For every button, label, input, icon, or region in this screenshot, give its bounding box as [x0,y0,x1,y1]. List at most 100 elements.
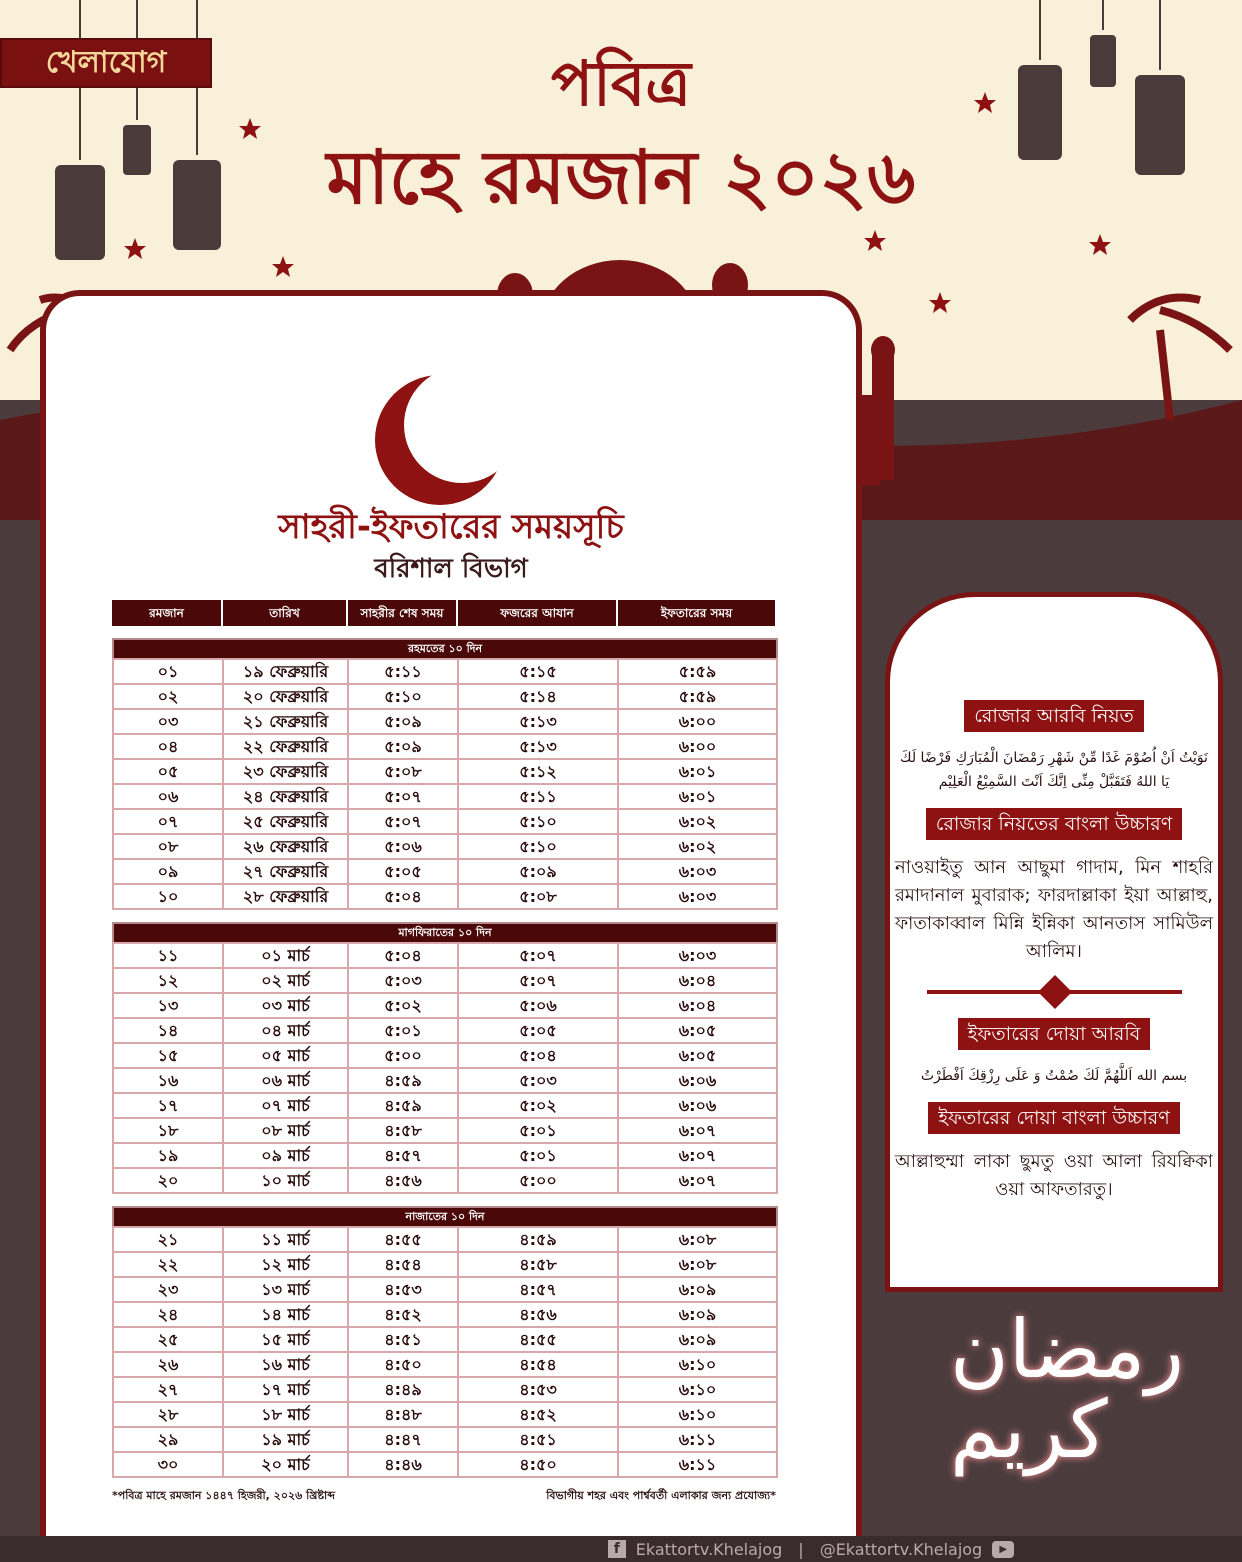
table-row: ২৬ ১৬ মার্চ ৪:৫০ ৪:৫৪ ৬:১০ [112,1351,779,1378]
cell-fajr-azan: ৫:০২ [457,1092,619,1119]
cell-sehri-end: ৫:০৭ [347,783,459,810]
cell-sehri-end: ৫:০৯ [347,733,459,760]
cell-sehri-end: ৫:০৩ [347,967,459,994]
cell-iftar-time: ৬:১০ [616,1401,779,1428]
schedule-section: রহমতের ১০ দিন ০১ ১৯ ফেব্রুয়ারি ৫:১১ ৫:১৫ ৫:৫… [112,638,779,910]
cell-fajr-azan: ৫:১৪ [457,683,619,710]
cell-iftar-time: ৬:০৭ [616,1167,779,1194]
table-row: ১০ ২৮ ফেব্রুয়ারি ৫:০৪ ৫:০৮ ৬:০৩ [112,883,779,910]
cell-iftar-time: ৬:০১ [616,758,779,785]
schedule-section: নাজাতের ১০ দিন ২১ ১১ মার্চ ৪:৫৫ ৪:৫৯ ৬:০৮ ২২ ১২… [112,1206,779,1478]
cell-ramadan-day: ১৫ [112,1042,224,1069]
section-title: নাজাতের ১০ দিন [113,1207,778,1227]
cell-ramadan-day: ০৭ [112,808,224,835]
cell-fajr-azan: ৪:৫২ [457,1401,619,1428]
footnote-hijri: *পবিত্র মাহে রমজান ১৪৪৭ হিজরী, ২০২৬ খ্রি… [112,1489,335,1502]
table-row: ০৮ ২৬ ফেব্রুয়ারি ৫:০৬ ৫:১০ ৬:০২ [112,833,779,860]
niyat-bangla-text: নাওয়াইতু আন আছুমা গাদাম, মিন শাহরি রমাদ… [895,857,1213,962]
cell-iftar-time: ৬:০৬ [616,1092,779,1119]
table-row: ০৪ ২২ ফেব্রুয়ারি ৫:০৯ ৫:১৩ ৬:০০ [112,733,779,760]
cell-ramadan-day: ১৯ [112,1142,224,1169]
cell-sehri-end: ৪:৫৯ [347,1092,459,1119]
cell-date: ১৩ মার্চ [222,1276,349,1303]
cell-sehri-end: ৫:১০ [347,683,459,710]
cell-ramadan-day: ০১ [112,658,224,685]
cell-date: ২০ ফেব্রুয়ারি [222,683,349,710]
table-header: রমজান তারিখ সাহরীর শেষ সময় ফজরের আযান ই… [112,600,777,626]
cell-iftar-time: ৬:০৫ [616,1017,779,1044]
table-row: ০১ ১৯ ফেব্রুয়ারি ৫:১১ ৫:১৫ ৫:৫৯ [112,658,779,685]
cell-iftar-time: ৫:৫৯ [616,658,779,685]
table-row: ০২ ২০ ফেব্রুয়ারি ৫:১০ ৫:১৪ ৫:৫৯ [112,683,779,710]
cell-date: ১৭ মার্চ [222,1376,349,1403]
cell-ramadan-day: ০২ [112,683,224,710]
iftar-arabic-heading: ইফতারের দোয়া আরবি [957,1018,1151,1050]
table-row: ২৪ ১৪ মার্চ ৪:৫২ ৪:৫৬ ৬:০৯ [112,1301,779,1328]
cell-sehri-end: ৫:০৯ [347,708,459,735]
footer-divider: | [798,1539,804,1559]
divider-ornament [926,975,1182,1009]
cell-ramadan-day: ২২ [112,1251,224,1278]
footer-bar: f Ekattortv.Khelajog | @Ekattortv.Khelaj… [0,1536,1242,1562]
table-row: ২৩ ১৩ মার্চ ৪:৫৩ ৪:৫৭ ৬:০৯ [112,1276,779,1303]
cell-fajr-azan: ৪:৫০ [457,1451,619,1478]
cell-date: ০৩ মার্চ [222,992,349,1019]
cell-sehri-end: ৫:০৪ [347,883,459,910]
iftar-bangla-heading: ইফতারের দোয়া বাংলা উচ্চারণ [928,1102,1180,1134]
youtube-icon[interactable]: ▶ [992,1540,1015,1558]
cell-fajr-azan: ৫:১৩ [457,708,619,735]
cell-iftar-time: ৬:০৩ [616,942,779,969]
cell-ramadan-day: ০৩ [112,708,224,735]
iftar-arabic-text: بسم الله اَللَّهُمَّ لَكَ صُمْتُ وَ عَلَ… [920,1068,1188,1084]
cell-ramadan-day: ১৪ [112,1017,224,1044]
cell-date: ১২ মার্চ [222,1251,349,1278]
diamond-icon [1037,975,1072,1009]
cell-date: ১৯ মার্চ [222,1426,349,1453]
cell-fajr-azan: ৪:৫৫ [457,1326,619,1353]
cell-date: ০৮ মার্চ [222,1117,349,1144]
cell-sehri-end: ৪:৫১ [347,1326,459,1353]
cell-iftar-time: ৬:০৯ [616,1301,779,1328]
cell-sehri-end: ৫:১১ [347,658,459,685]
cell-fajr-azan: ৫:০৩ [457,1067,619,1094]
iftar-bangla-text: আল্লাহুম্মা লাকা ছুমতু ওয়া আলা রিযক্বিক… [895,1151,1213,1200]
cell-fajr-azan: ৫:০১ [457,1142,619,1169]
facebook-handle[interactable]: Ekattortv.Khelajog [635,1539,783,1559]
cell-date: ১৮ মার্চ [222,1401,349,1428]
cell-fajr-azan: ৫:০৭ [457,967,619,994]
title-line-2: মাহে রমজান ২০২৬ [326,135,916,221]
niyat-arabic-text: نَوَيْتُ اَنْ اُصُوْمَ غَدًا مِّنْ شَهْر… [900,750,1208,790]
cell-iftar-time: ৬:০৮ [616,1226,779,1253]
cell-iftar-time: ৫:৫৯ [616,683,779,710]
footnote-applicability: বিভাগীয় শহর এবং পার্শ্ববর্তী এলাকার জন্… [546,1489,776,1502]
cell-ramadan-day: ২৫ [112,1326,224,1353]
cell-sehri-end: ৪:৫৭ [347,1142,459,1169]
cell-ramadan-day: ২৯ [112,1426,224,1453]
youtube-handle[interactable]: @Ekattortv.Khelajog [819,1539,983,1559]
cell-iftar-time: ৬:০৯ [616,1276,779,1303]
table-row: ২১ ১১ মার্চ ৪:৫৫ ৪:৫৯ ৬:০৮ [112,1226,779,1253]
cell-date: ২৬ ফেব্রুয়ারি [222,833,349,860]
cell-ramadan-day: ০৯ [112,858,224,885]
cell-date: ১০ মার্চ [222,1167,349,1194]
ramadan-calligraphy-emblem [375,367,520,505]
cell-date: ১৬ মার্চ [222,1351,349,1378]
title-line-1: পবিত্র [551,47,691,120]
cell-fajr-azan: ৫:০৫ [457,1017,619,1044]
cell-fajr-azan: ৫:১৩ [457,733,619,760]
brand-logo: খেলাযোগ [0,38,212,88]
cell-sehri-end: ৫:০৭ [347,808,459,835]
header-date: তারিখ [222,600,348,626]
cell-date: ০৫ মার্চ [222,1042,349,1069]
cell-fajr-azan: ৫:০১ [457,1117,619,1144]
table-row: ১৪ ০৪ মার্চ ৫:০১ ৫:০৫ ৬:০৫ [112,1017,779,1044]
cell-iftar-time: ৬:১০ [616,1376,779,1403]
cell-iftar-time: ৬:০২ [616,808,779,835]
table-row: ২০ ১০ মার্চ ৪:৫৬ ৫:০০ ৬:০৭ [112,1167,779,1194]
header-iftar: ইফতারের সময় [617,600,777,626]
cell-date: ২২ ফেব্রুয়ারি [222,733,349,760]
cell-sehri-end: ৪:৫৩ [347,1276,459,1303]
table-row: ০৭ ২৫ ফেব্রুয়ারি ৫:০৭ ৫:১০ ৬:০২ [112,808,779,835]
facebook-icon[interactable]: f [607,1540,626,1558]
table-row: ২৭ ১৭ মার্চ ৪:৪৯ ৪:৫৩ ৬:১০ [112,1376,779,1403]
